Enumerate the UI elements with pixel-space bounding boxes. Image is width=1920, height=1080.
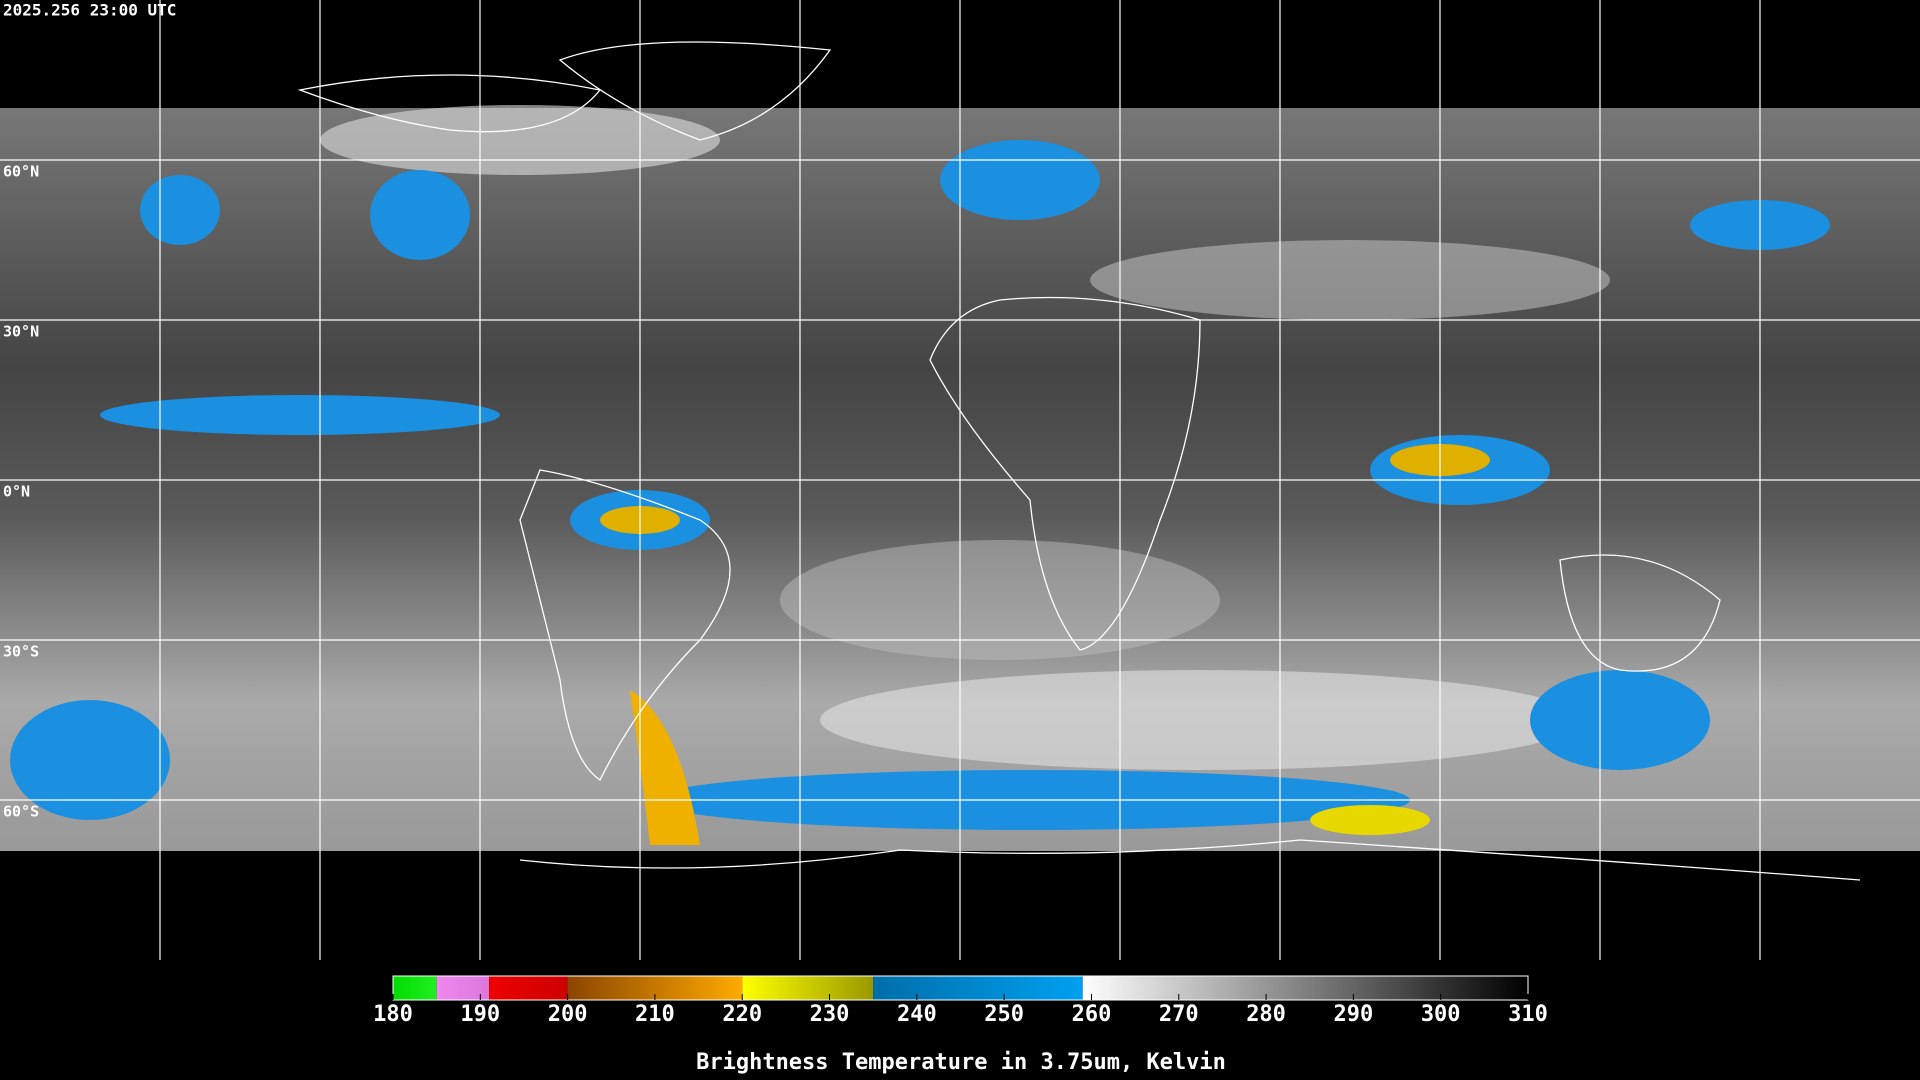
latitude-label: 0°N [3,483,30,501]
deep-convection [630,690,700,845]
coastline [519,839,1861,881]
coastline [929,296,1201,651]
cold-cloud [1530,670,1710,770]
coastline [297,74,602,133]
colorbar-tick-label: 220 [722,1002,762,1027]
colorbar: 180 190 200 210 220 230 240 250 260 270 280 290 300 3… [373,975,1548,1027]
colorbar-segment [489,976,568,1000]
colorbar-tick-label: 310 [1508,1002,1548,1027]
colorbar-frame [392,975,1529,1001]
colorbar-tick-label: 250 [984,1002,1024,1027]
colorbar-tick-label: 300 [1421,1002,1461,1027]
coastline [1559,554,1721,672]
coastline [558,41,832,141]
cloud [320,105,720,175]
cloud [1090,240,1610,320]
colorbar-tick-label: 200 [548,1002,588,1027]
colorbar-segment [742,976,874,1000]
colorbar-tick-label: 280 [1246,1002,1286,1027]
latitude-label: 60°S [3,803,39,821]
coastline [519,469,731,781]
cold-cloud [10,700,170,820]
colorbar-title: Brightness Temperature in 3.75um, Kelvin [696,1050,1226,1075]
latitude-label: 30°S [3,643,39,661]
colorbar-segment [873,976,1083,1000]
colorbar-segment [436,976,490,1000]
colorbar-tick-label: 180 [373,1002,413,1027]
colorbar-tick-label: 290 [1334,1002,1374,1027]
cloud [820,670,1580,770]
timestamp: 2025.256 23:00 UTC [3,1,176,20]
cold-cloud [140,175,220,245]
latitude-label: 60°N [3,163,39,181]
colorbar-segment [393,976,437,1000]
graticule: 60°N 30°N 0°N 30°S 60°S [0,0,1920,960]
cloud [780,540,1220,660]
colorbar-tick-label: 230 [810,1002,850,1027]
deep-convection [1310,805,1430,835]
cold-cloud [940,140,1100,220]
colorbar-tick-label: 270 [1159,1002,1199,1027]
cold-cloud [100,395,500,435]
colorbar-tick-label: 260 [1072,1002,1112,1027]
latitude-label: 30°N [3,323,39,341]
coastlines [297,41,1861,881]
colorbar-segment [1082,976,1528,1000]
cold-cloud [370,170,470,260]
colorbar-tick-label: 210 [635,1002,675,1027]
colorbar-tick-label: 190 [460,1002,500,1027]
colorbar-tick-label: 240 [897,1002,937,1027]
